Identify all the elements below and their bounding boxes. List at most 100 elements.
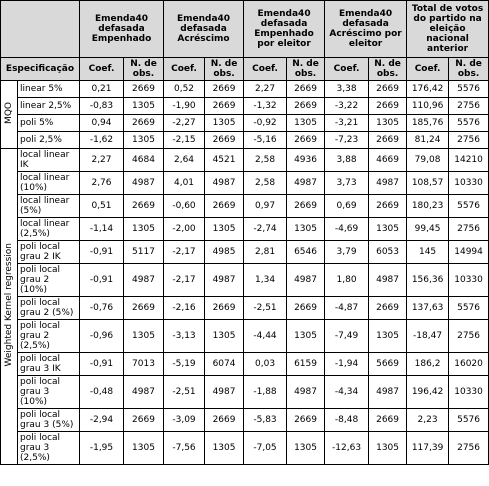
value-cell: 3,88 [324,148,370,172]
value-cell: -0,96 [79,319,124,353]
value-cell: 2669 [286,408,326,432]
value-cell: 4987 [286,375,326,409]
value-cell: 2669 [204,80,245,98]
value-cell: 0,97 [243,194,288,218]
data-row: poli 2,5% -1,62 1305 -2,15 2669 -5,16 2669 -7,2… [1,131,489,149]
value-cell: 5576 [448,114,489,132]
value-cell: -2,94 [79,408,124,432]
value-cell: 1305 [122,131,165,149]
value-cell: 4985 [204,240,245,264]
value-cell: -3,21 [324,114,370,132]
row-label: poli local grau 3 (10%) [17,375,80,409]
value-cell: 186,2 [406,352,450,376]
group-label: MQO [4,102,14,124]
value-cell: 0,52 [163,80,206,98]
row-label: local linear IK [17,148,80,172]
value-cell: -3,09 [163,408,206,432]
value-cell: 137,63 [406,296,450,320]
value-cell: -2,15 [163,131,206,149]
value-cell: 7013 [122,352,165,376]
value-cell: -0,48 [79,375,124,409]
value-cell: 4987 [368,263,408,297]
group-label-cell: Weighted Kernel regression [0,148,18,465]
value-cell: 2669 [122,408,165,432]
value-cell: 81,24 [406,131,450,149]
value-cell: 2669 [122,194,165,218]
value-cell: 1305 [204,114,245,132]
value-cell: 79,08 [406,148,450,172]
value-cell: 185,76 [406,114,450,132]
value-cell: 2669 [368,131,408,149]
value-cell: 2,58 [243,148,288,172]
subheader: N. de obs. [368,57,408,81]
data-row: poli local grau 3 IK -0,91 7013 -5,19 6074 0,… [1,352,489,376]
value-cell: -1,94 [324,352,370,376]
value-cell: 4987 [122,263,165,297]
value-cell: 2,64 [163,148,206,172]
value-cell: 4987 [286,263,326,297]
value-cell: -7,05 [243,431,288,465]
value-cell: -0,60 [163,194,206,218]
value-cell: 4987 [368,171,408,195]
value-cell: 2669 [368,408,408,432]
value-cell: 1305 [286,431,326,465]
data-row: poli local grau 3 (10%) -0,48 4987 -2,51 498… [1,375,489,409]
value-cell: 0,51 [79,194,124,218]
value-cell: -2,00 [163,217,206,241]
data-row: poli local grau 3 (5%) -2,94 2669 -3,09 2669… [1,408,489,432]
value-cell: -18,47 [406,319,450,353]
value-cell: -0,91 [79,240,124,264]
value-cell: 99,45 [406,217,450,241]
value-cell: 4987 [122,375,165,409]
row-label: poli local grau 3 (5%) [17,408,80,432]
results-table: Emenda40 defasada Empenhado Emenda40 defa… [0,0,489,465]
row-label: poli local grau 2 (2,5%) [17,319,80,353]
value-cell: 2,23 [406,408,450,432]
value-cell: 156,36 [406,263,450,297]
value-cell: -3,13 [163,319,206,353]
value-cell: 3,73 [324,171,370,195]
value-cell: 1305 [122,319,165,353]
column-header: Emenda40 defasada Empenhado por eleitor [243,0,326,58]
value-cell: 117,39 [406,431,450,465]
value-cell: 1,80 [324,263,370,297]
subheader: N. de obs. [286,57,326,81]
value-cell: -1,88 [243,375,288,409]
row-label: poli local grau 3 IK [17,352,80,376]
value-cell: 2756 [448,131,489,149]
row-label: local linear (2,5%) [17,217,80,241]
value-cell: 4936 [286,148,326,172]
value-cell: 2669 [204,194,245,218]
value-cell: 2,81 [243,240,288,264]
value-cell: -2,16 [163,296,206,320]
value-cell: 16020 [448,352,489,376]
data-row: poli local grau 2 (5%) -0,76 2669 -2,16 2669… [1,296,489,320]
row-label: poli local grau 2 IK [17,240,80,264]
value-cell: -2,51 [163,375,206,409]
subheader: N. de obs. [122,57,165,81]
row-label: linear 2,5% [17,97,80,115]
value-cell: -1,95 [79,431,124,465]
value-cell: -2,27 [163,114,206,132]
value-cell: 2669 [122,80,165,98]
value-cell: 4987 [286,171,326,195]
subheader: Coef. [163,57,206,81]
subheader: Coef. [243,57,288,81]
data-row: local linear (2,5%) -1,14 1305 -2,00 1305 -2,… [1,217,489,241]
value-cell: 4669 [368,148,408,172]
row-label: poli local grau 2 (5%) [17,296,80,320]
value-cell: -4,87 [324,296,370,320]
value-cell: 2669 [368,97,408,115]
value-cell: 5669 [368,352,408,376]
subheader: N. de obs. [204,57,245,81]
value-cell: -2,74 [243,217,288,241]
column-header: Emenda40 defasada Acréscimo por eleitor [324,0,408,58]
subheader: N. de obs. [448,57,489,81]
value-cell: 4987 [204,171,245,195]
value-cell: 1305 [286,114,326,132]
value-cell: 1305 [368,114,408,132]
value-cell: -2,17 [163,263,206,297]
value-cell: 2669 [286,296,326,320]
value-cell: 2669 [204,131,245,149]
value-cell: 1305 [204,431,245,465]
